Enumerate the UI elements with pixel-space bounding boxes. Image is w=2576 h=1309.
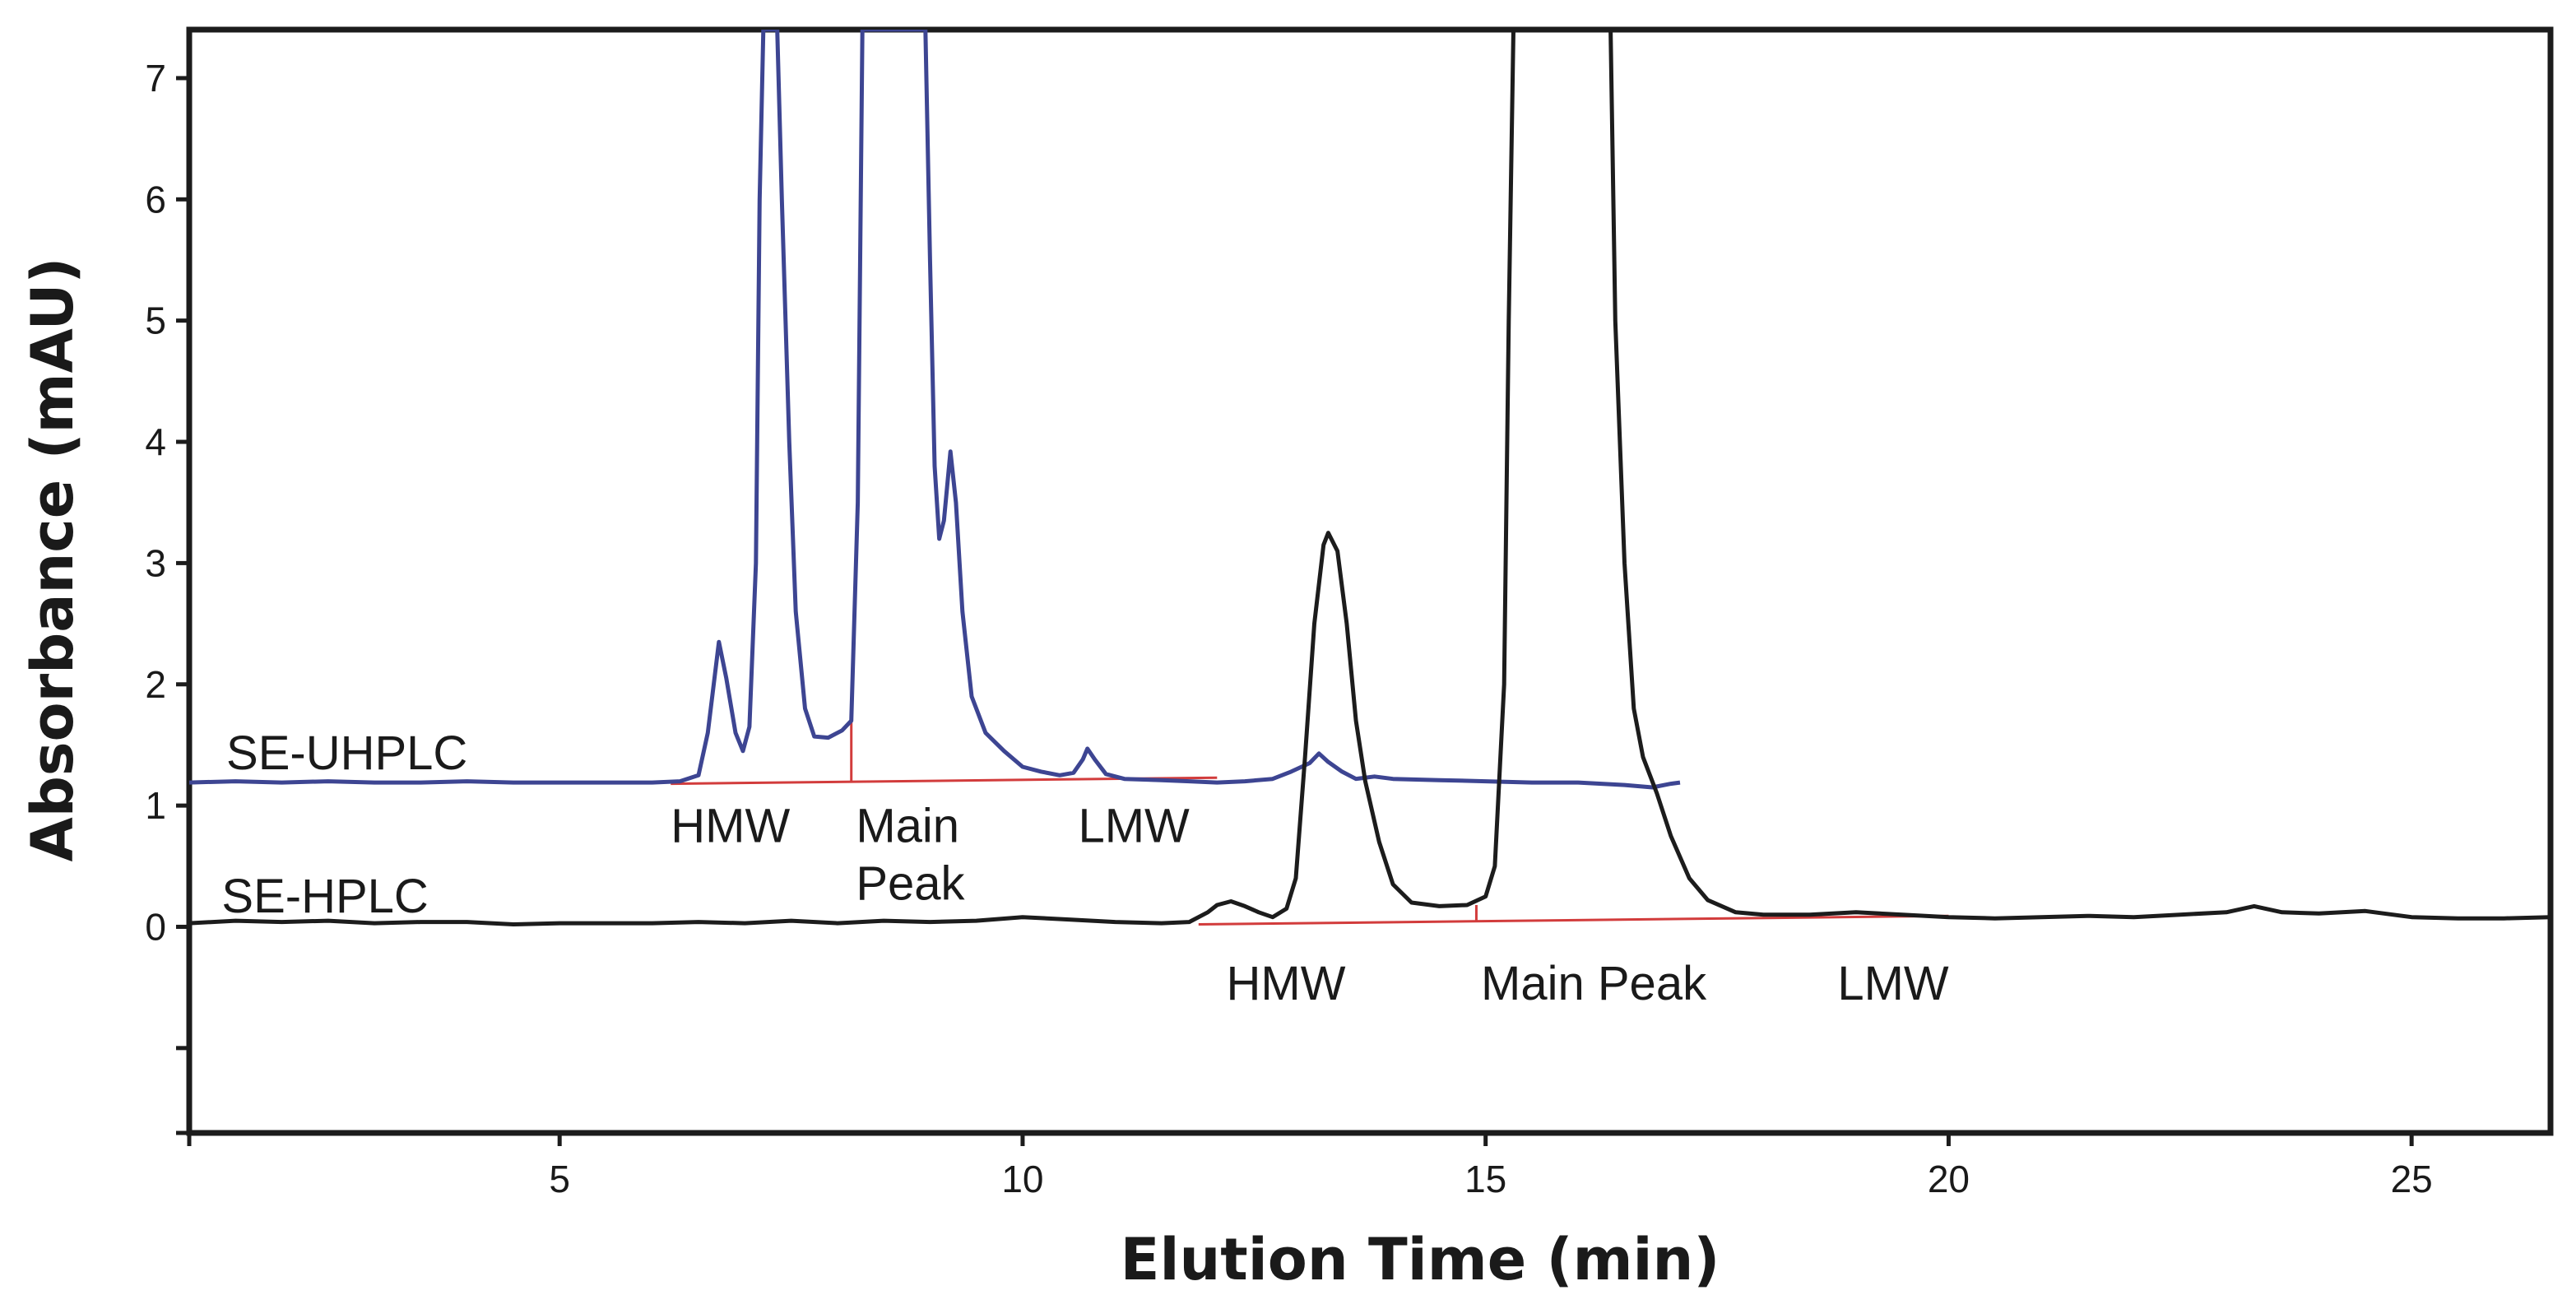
region-label: LMW — [1837, 957, 1949, 1010]
series-line — [189, 30, 1681, 790]
x-tick-label: 10 — [1001, 1158, 1043, 1200]
y-tick-label: 2 — [145, 663, 166, 706]
series-label: SE-UHPLC — [226, 726, 467, 780]
x-axis-title: Elution Time (min) — [1121, 1226, 1720, 1293]
y-axis-title: Absorbance (mAU) — [19, 258, 86, 862]
x-tick-label: 20 — [1928, 1158, 1970, 1200]
chromatogram-series — [189, 30, 2550, 926]
series-line — [189, 30, 2550, 926]
region-label: LMW — [1078, 799, 1190, 852]
plot-frame — [186, 26, 2554, 1136]
region-label: Peak — [856, 856, 965, 910]
x-tick-label: 15 — [1464, 1158, 1506, 1200]
region-label: HMW — [671, 799, 790, 852]
region-label: HMW — [1227, 957, 1346, 1010]
y-tick-label: 3 — [145, 541, 166, 584]
integration-baseline — [1198, 914, 1949, 926]
y-tick-label: 6 — [145, 178, 166, 220]
y-tick-label: 5 — [145, 299, 166, 342]
x-tick-label: 25 — [2391, 1158, 2433, 1200]
series-label: SE-HPLC — [221, 870, 428, 923]
x-tick-label: 5 — [549, 1158, 570, 1200]
y-tick-label: 1 — [145, 784, 166, 827]
region-label: Main Peak — [1481, 957, 1707, 1010]
axis-ticks: 5 10 15 20 25 0 1 2 3 4 5 6 7 — [145, 57, 2432, 1200]
y-tick-label: 7 — [145, 57, 166, 100]
region-label: Main — [856, 799, 959, 852]
y-tick-label: 4 — [145, 420, 166, 463]
y-tick-label: 0 — [145, 905, 166, 948]
